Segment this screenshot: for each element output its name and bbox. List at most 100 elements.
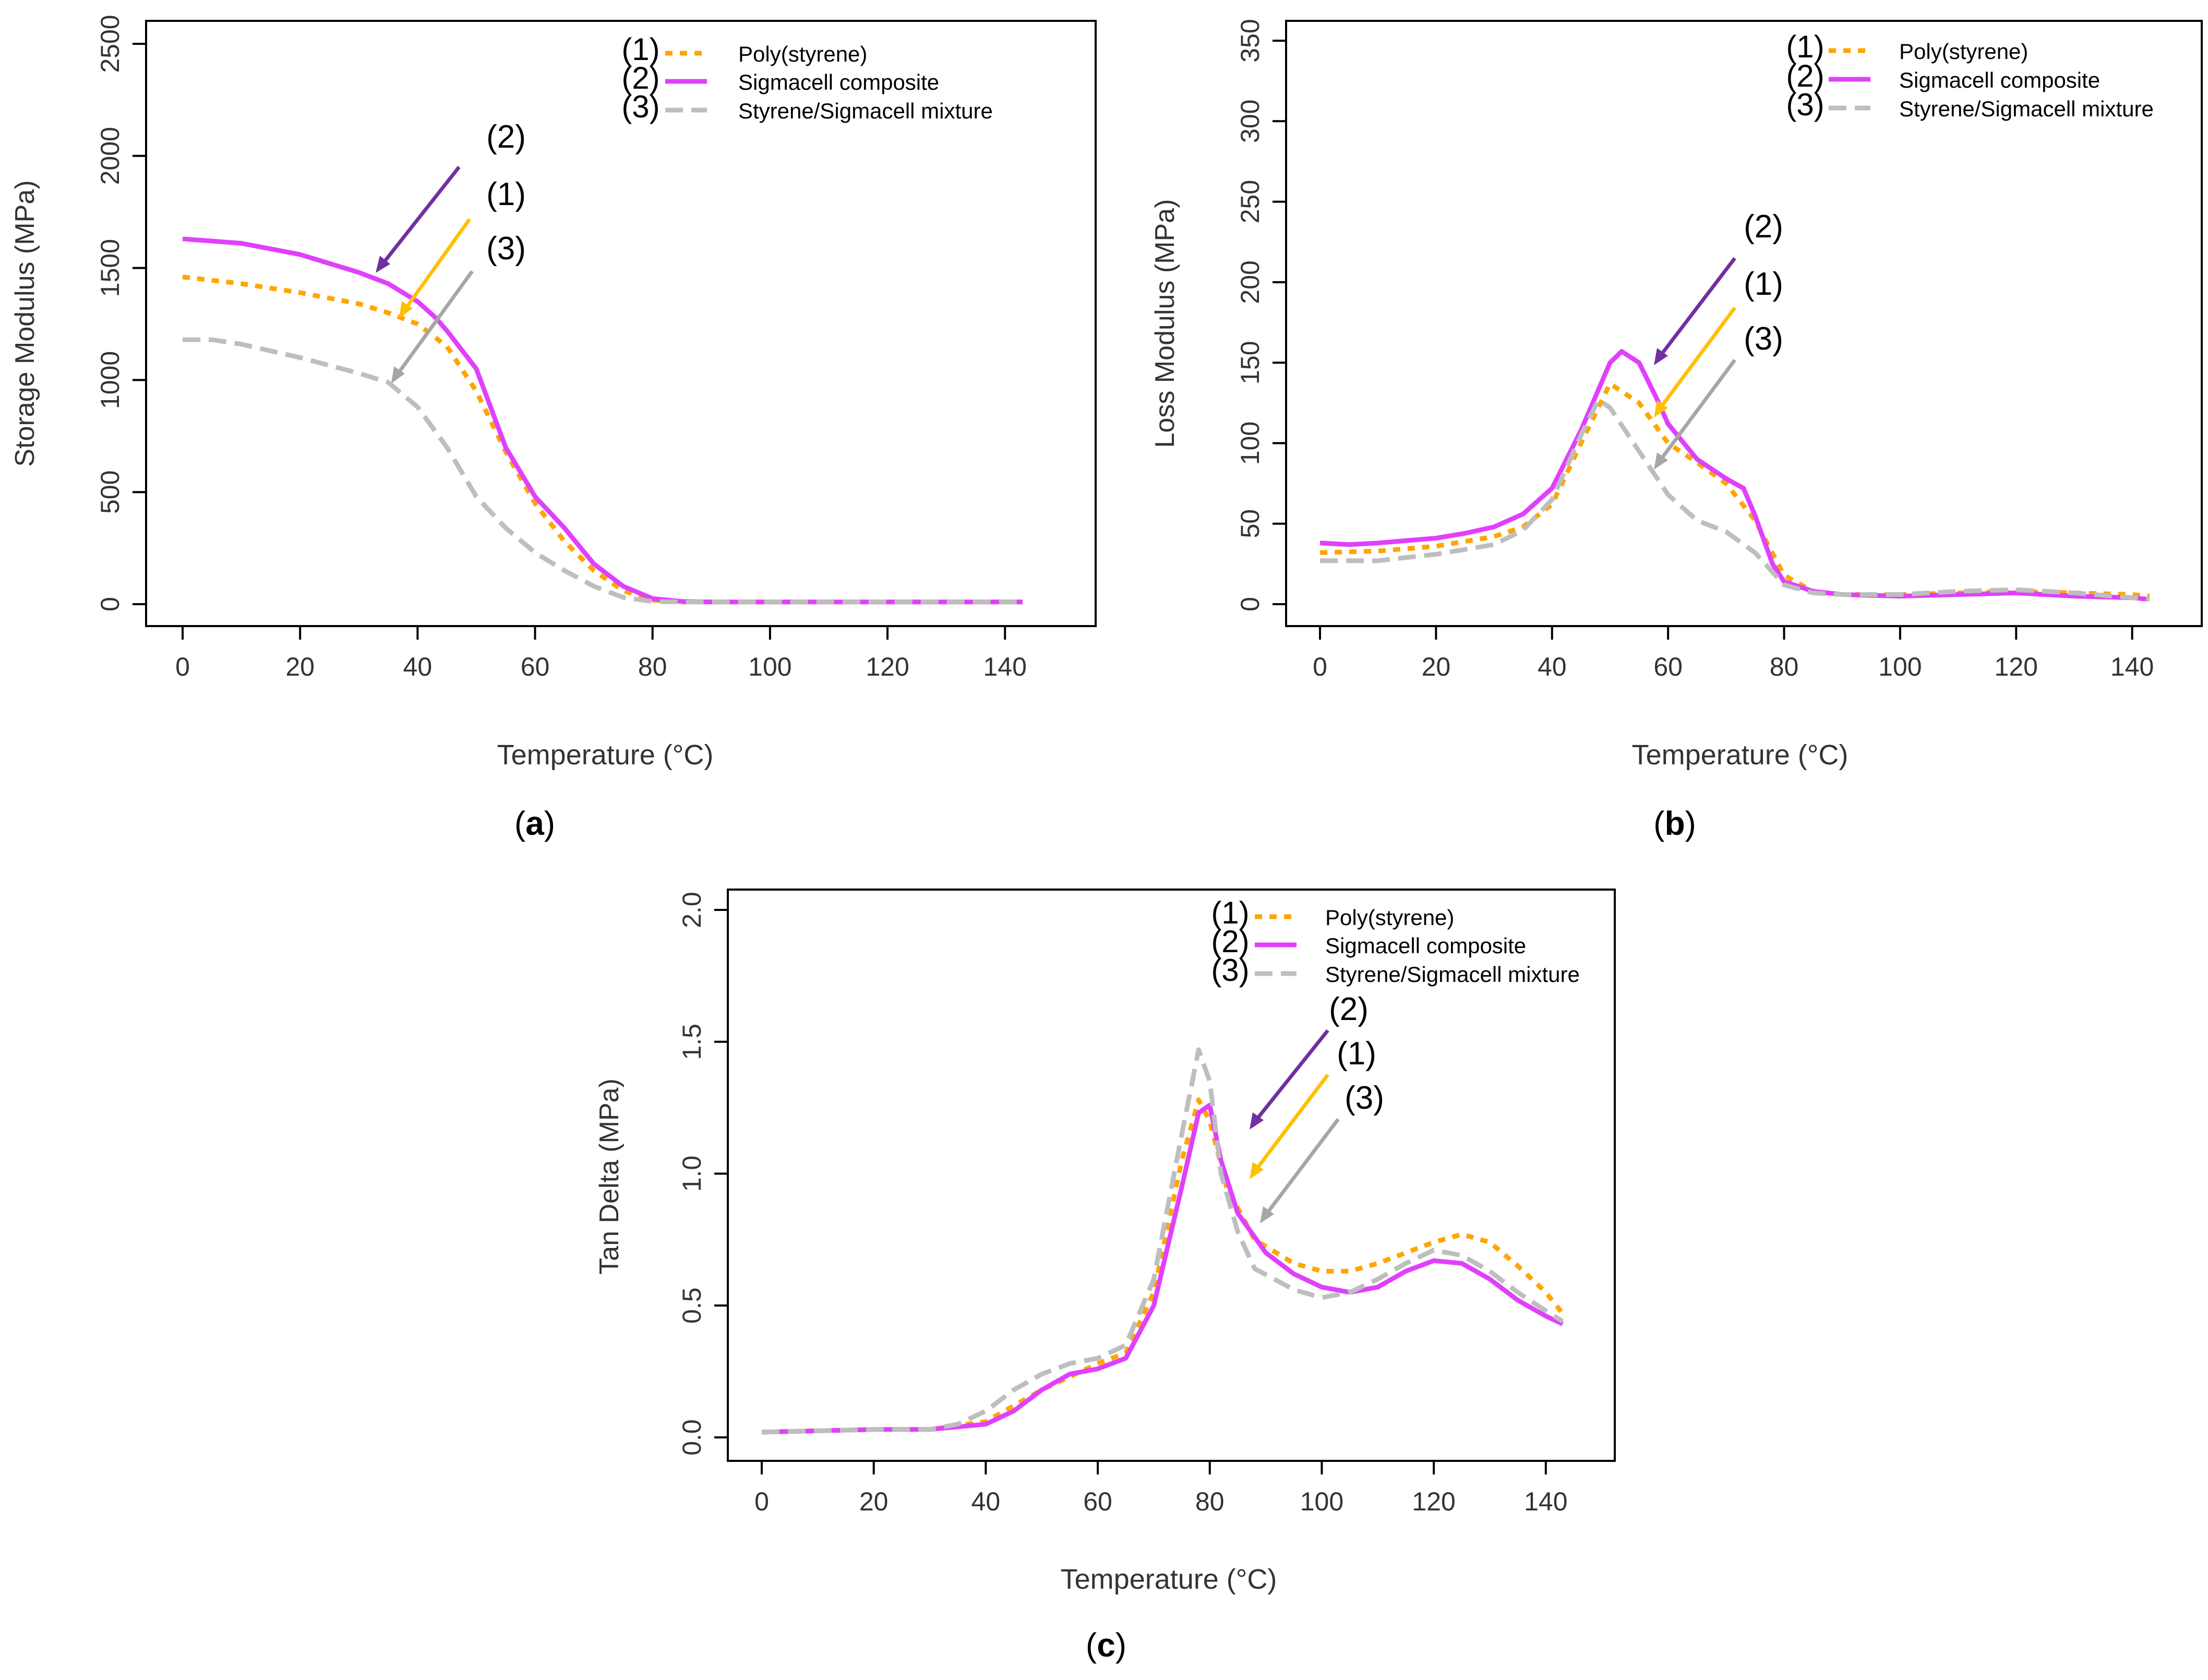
y-tick-label: 150 [1235, 341, 1265, 384]
y-tick-label: 1000 [95, 351, 125, 409]
legend: (1) Poly(styrene) (2) Sigmacell composit… [621, 32, 993, 124]
panel-letter: a [525, 805, 544, 842]
legend-tag-2: (2) [621, 61, 659, 95]
legend-tag-1: (1) [1211, 895, 1249, 930]
series-group [1319, 349, 2150, 602]
arrow-2 [1658, 257, 1736, 359]
y-tick-label: 1.0 [677, 1156, 706, 1192]
y-tick-label: 300 [1235, 100, 1265, 143]
x-axis-label: Temperature (°C) [497, 739, 714, 771]
series-line-2 [1319, 349, 2150, 602]
arrow-3 [395, 270, 474, 377]
arrow-1 [1658, 306, 1736, 411]
legend-tag-1: (1) [621, 32, 659, 67]
x-tick-label: 80 [638, 652, 667, 681]
panel-a: Storage Modulus (MPa) Temperature (°C) (… [10, 15, 1097, 842]
y-tick-label: 200 [1235, 260, 1265, 304]
panel-c: Tan Delta (MPa) Temperature (°C) (c) 0 20… [594, 889, 1616, 1664]
x-tick-label: 60 [521, 652, 550, 681]
legend-label-2: Sigmacell composite [1325, 933, 1526, 958]
legend-tag-3: (3) [1786, 87, 1824, 122]
annotations: (2) (1) (3) [1250, 991, 1384, 1223]
x-tick-label: 40 [971, 1487, 1001, 1516]
arrow-3 [1264, 1118, 1340, 1217]
arrow-1-head [399, 301, 413, 318]
annotation-1: (1) [486, 176, 526, 212]
panel-letter: c [1097, 1626, 1115, 1664]
panel-label-c: (c) [1086, 1626, 1126, 1664]
x-tick-label: 0 [175, 652, 190, 681]
series-group [182, 236, 1023, 605]
arrow-2-head [376, 256, 390, 273]
y-tick-label: 2000 [95, 127, 125, 185]
legend-tag-3: (3) [1211, 953, 1249, 988]
legend-tag-3: (3) [621, 89, 659, 124]
y-tick-label: 2500 [95, 15, 125, 73]
legend-label-3: Styrene/Sigmacell mixture [1899, 97, 2154, 121]
x-tick-label: 140 [2110, 652, 2154, 681]
x-tick-label: 100 [1300, 1487, 1343, 1516]
y-tick-label: 100 [1235, 422, 1265, 465]
arrow-2-head [1250, 1112, 1264, 1130]
x-tick-label: 20 [285, 652, 315, 681]
y-axis-label: Loss Modulus (MPa) [1150, 199, 1180, 448]
y-tick-label: 0.5 [677, 1287, 706, 1324]
x-tick-label: 140 [1524, 1487, 1567, 1516]
x-tick-label: 0 [754, 1487, 769, 1516]
y-tick-label: 50 [1235, 509, 1265, 538]
x-tick-label: 0 [1313, 652, 1327, 681]
y-tick-label: 0.0 [677, 1419, 706, 1456]
legend-tag-1: (1) [1786, 29, 1824, 64]
legend-label-2: Sigmacell composite [1899, 68, 2100, 92]
annotations: (2) (1) (3) [1654, 209, 1783, 470]
y-tick-label: 250 [1235, 180, 1265, 223]
x-tick-label: 100 [1878, 652, 1922, 681]
legend: (1) Poly(styrene) (2) Sigmacell composit… [1786, 29, 2154, 122]
tick-group: 0 20 40 60 80 100 120 140 0.0 0.5 1.0 1.5 2.0 [677, 892, 1567, 1516]
legend-tag-2: (2) [1786, 58, 1824, 93]
panel-b: Loss Modulus (MPa) Temperature (°C) (b) … [1150, 19, 2203, 842]
annotation-2: (2) [486, 119, 526, 155]
series-line-3 [761, 1047, 1564, 1435]
annotation-3: (3) [486, 231, 526, 267]
x-tick-label: 120 [866, 652, 909, 681]
annotation-2: (2) [1329, 991, 1369, 1027]
y-tick-label: 500 [95, 470, 125, 513]
x-tick-label: 120 [1995, 652, 2038, 681]
arrow-3-head [1654, 452, 1668, 470]
x-tick-label: 20 [859, 1487, 889, 1516]
x-tick-label: 100 [748, 652, 791, 681]
y-tick-label: 1500 [95, 239, 125, 297]
arrow-3-head [1260, 1206, 1274, 1223]
arrow-2 [1253, 1029, 1329, 1123]
arrow-2 [379, 165, 461, 268]
legend: (1) Poly(styrene) (2) Sigmacell composit… [1211, 895, 1580, 988]
y-axis-label: Tan Delta (MPa) [594, 1078, 625, 1275]
legend-label-1: Poly(styrene) [738, 42, 867, 66]
arrow-2-head [1654, 348, 1668, 365]
arrow-1-head [1250, 1162, 1264, 1179]
x-tick-label: 120 [1412, 1487, 1455, 1516]
x-tick-label: 80 [1195, 1487, 1225, 1516]
arrow-3 [1658, 358, 1736, 463]
legend-tag-2: (2) [1211, 924, 1249, 959]
plot-frame [727, 889, 1616, 1462]
arrow-1-head [1654, 400, 1668, 417]
tick-group: 0 20 40 60 80 100 120 140 0 50 100 150 200 250 300 350 [1235, 19, 2154, 681]
x-tick-label: 60 [1083, 1487, 1112, 1516]
x-tick-label: 20 [1422, 652, 1451, 681]
series-line-3 [183, 337, 1023, 605]
panel-letter: b [1664, 805, 1685, 842]
annotation-1: (1) [1744, 266, 1783, 302]
legend-label-2: Sigmacell composite [738, 70, 939, 94]
arrow-1 [1253, 1073, 1329, 1173]
legend-label-3: Styrene/Sigmacell mixture [1325, 962, 1580, 987]
legend-label-3: Styrene/Sigmacell mixture [738, 99, 993, 123]
y-tick-label: 2.0 [677, 892, 706, 928]
arrow-3-head [391, 366, 405, 383]
annotation-3: (3) [1744, 321, 1783, 357]
annotation-1: (1) [1337, 1036, 1376, 1072]
annotation-2: (2) [1744, 209, 1783, 245]
